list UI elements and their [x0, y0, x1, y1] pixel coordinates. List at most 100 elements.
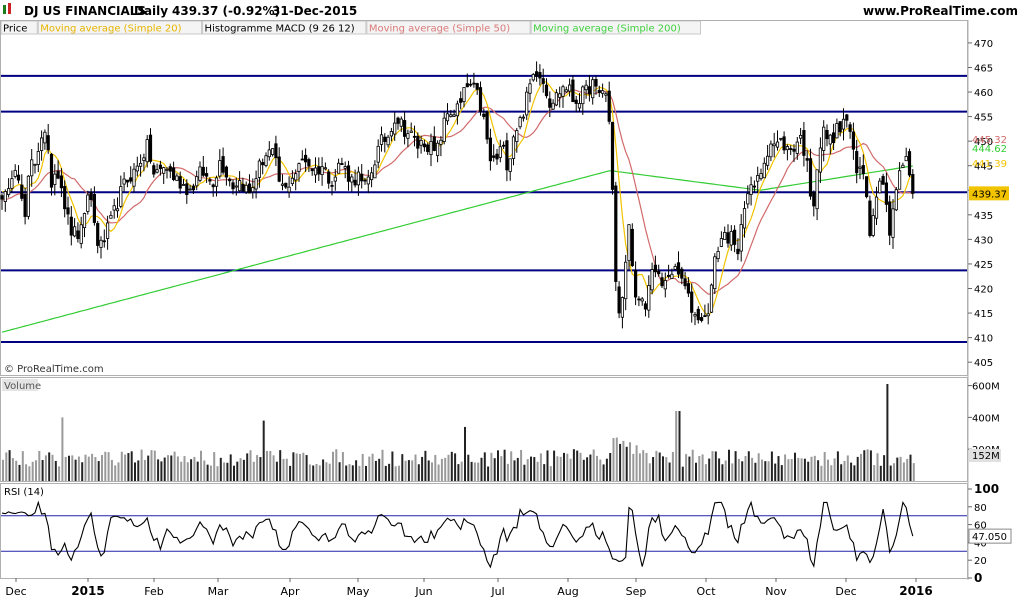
volume-bar [579, 452, 582, 481]
volume-bar [681, 466, 684, 481]
volume-bar [879, 465, 882, 481]
candle-body [700, 317, 704, 321]
time-label-8: Aug [557, 585, 578, 598]
volume-bar [718, 458, 721, 481]
volume-bar [262, 420, 265, 481]
candle-body [891, 208, 895, 238]
volume-bar [876, 453, 879, 481]
rsi-tick-label-0: 0 [974, 571, 982, 585]
candle-body [465, 83, 469, 88]
candle-body [406, 133, 410, 139]
volume-bar [190, 459, 193, 481]
volume-bar [143, 459, 146, 481]
candle-body [26, 175, 31, 217]
volume-bar [117, 462, 120, 481]
candle-body [191, 185, 195, 191]
candle-body [346, 165, 351, 182]
last-price-box [969, 186, 1009, 201]
volume-bar [741, 461, 744, 481]
volume-bar [454, 453, 457, 481]
time-label-7: Jul [490, 585, 504, 598]
volume-bar [401, 454, 404, 481]
volume-bar [299, 453, 301, 481]
volume-bar [510, 451, 513, 481]
candle-body [287, 186, 291, 193]
candle-body [653, 264, 658, 273]
candle-body [310, 168, 314, 172]
rsi-tick-label-100: 100 [974, 482, 999, 496]
volume-bar [906, 458, 909, 481]
volume-bar [724, 460, 727, 481]
candle-body [832, 132, 836, 144]
candle-body [845, 114, 849, 121]
candle-body [739, 224, 743, 252]
time-label-6: Jun [414, 585, 432, 598]
sma-50-line [1, 88, 914, 295]
candle-body [221, 156, 225, 173]
candle-body [614, 185, 618, 282]
candle-body [881, 176, 885, 185]
volume-bar [638, 453, 641, 481]
candle-body [175, 175, 179, 181]
candle-body [548, 98, 552, 108]
time-label-3: Mar [208, 585, 229, 598]
candle-body [894, 189, 898, 211]
volume-bar [747, 451, 750, 481]
volume-bar [648, 463, 651, 481]
volume-bar [38, 450, 41, 481]
candle-body [508, 158, 512, 172]
volume-bar [140, 449, 143, 481]
volume-bar [365, 465, 367, 481]
volume-bar [912, 463, 915, 481]
volume-bar [757, 453, 760, 481]
candle-body [162, 167, 166, 174]
candle-body [204, 173, 209, 177]
volume-bar [81, 462, 84, 481]
candle-body [399, 118, 403, 127]
candle-body [439, 139, 443, 145]
sma-200-line [1, 165, 913, 333]
candle-body [907, 151, 912, 176]
volume-bar [530, 456, 532, 481]
volume-bar [259, 457, 262, 481]
candle-body [23, 194, 27, 217]
volume-bar [655, 450, 658, 481]
candle-body [455, 103, 460, 117]
volume-bar [856, 456, 859, 481]
price-tick-label-435: 435 [974, 211, 993, 222]
indicator-legend: Price Moving average (Simple 20) Histogram… [0, 20, 702, 35]
volume-bar [246, 453, 249, 481]
volume-bar [285, 458, 288, 481]
volume-bar [421, 456, 424, 481]
candle-body [148, 134, 153, 162]
candle-body [247, 183, 252, 194]
candle-body [713, 256, 717, 290]
site-link[interactable]: www.ProRealTime.com [863, 4, 1018, 18]
volume-bar [536, 461, 539, 481]
volume-bar [328, 463, 331, 481]
volume-bar [233, 465, 235, 481]
volume-bar [576, 450, 579, 481]
volume-bar [21, 451, 24, 481]
price-axis: 4054104154204254304354404454504554604654… [968, 39, 1009, 369]
volume-bar [249, 450, 252, 481]
time-label-0: Dec [5, 585, 26, 598]
candle-body [435, 142, 440, 156]
volume-bar [553, 450, 556, 481]
candle-body [779, 137, 783, 140]
price-tick-label-470: 470 [974, 39, 993, 50]
volume-bar [698, 455, 701, 481]
candle-body [871, 215, 875, 236]
volume-bar [170, 455, 173, 481]
candle-body [201, 166, 205, 176]
volume-bar [361, 453, 364, 481]
volume-bar [833, 458, 836, 481]
volume-bar [97, 461, 100, 481]
candle-body [389, 131, 394, 137]
volume-bar [662, 456, 664, 481]
candle-body [762, 162, 766, 179]
price-panel [0, 61, 967, 344]
candle-body [815, 169, 819, 210]
volume-bar [61, 417, 64, 481]
candle-body [663, 280, 667, 290]
